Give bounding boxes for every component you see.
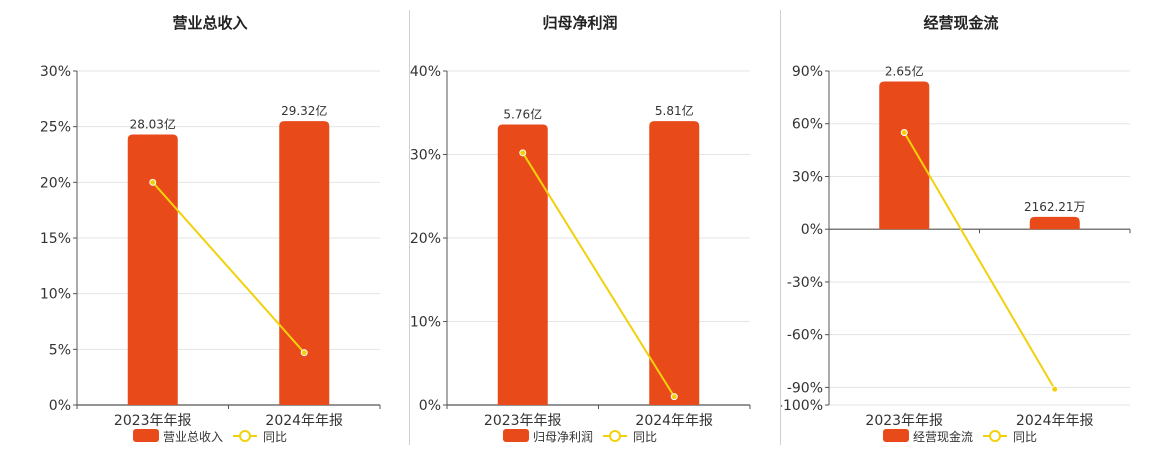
bar [649,121,700,405]
legend-line-marker [989,430,1001,442]
x-tick-label: 2024年年报 [265,413,343,429]
y-tick-label: -90% [787,380,823,396]
y-tick-label: 0% [801,222,823,238]
chart-net-profit: 归母净利润 0% 10% 20% 30% 40% 5.76亿 5.81亿 2023年年报 2024… [410,14,751,444]
panel-divider [780,10,781,445]
chart-title: 归母净利润 [542,14,617,32]
bar-value-label: 2162.21万 [1024,200,1086,214]
x-tick-label: 2024年年报 [1016,413,1094,429]
chart-title: 经营现金流 [923,14,998,32]
y-tick-label: 30% [410,148,441,164]
y-tick-label: -100% [781,398,823,414]
yoy-line [152,181,305,354]
y-tick-label: 30% [40,64,71,80]
x-tick-label: 2023年年报 [865,413,943,429]
yoy-line [903,132,1056,390]
y-tick-label: 20% [410,231,441,247]
yoy-line [521,152,676,398]
legend-bar-swatch [503,429,529,442]
y-tick-label: 10% [410,315,441,331]
bar [279,121,330,405]
chart-revenue: 营业总收入 0% 5% 10% 15% 20% 25% 30% 28.03亿 29.32亿 2023… [40,14,381,444]
legend-bar-swatch [133,429,159,442]
y-tick-label: -60% [787,328,823,344]
x-tick-label: 2023年年报 [114,413,192,429]
yoy-point [149,178,157,186]
legend-line-marker [239,430,251,442]
y-tick-label: 5% [49,342,71,358]
y-tick-label: 15% [40,231,71,247]
legend-bar-swatch [883,429,909,442]
y-tick-label: 20% [40,175,71,191]
y-tick-label: 0% [49,398,71,414]
bar-value-label: 5.76亿 [503,106,542,121]
chart-operating-cashflow: 经营现金流 -100% -90% -60% -30% 0% 30% 60% 90% 2.65亿 21… [781,14,1131,444]
legend-bar-label: 归母净利润 [533,430,593,444]
bar [497,124,548,405]
yoy-point [300,349,308,357]
bar [1029,216,1080,230]
legend-line-label: 同比 [263,430,287,444]
bar-value-label: 2.65亿 [885,64,924,79]
legend-bar-label: 经营现金流 [913,429,973,444]
bar [127,134,178,405]
legend-line-label: 同比 [633,430,657,444]
y-tick-label: 60% [792,117,823,133]
bar-value-label: 28.03亿 [130,116,176,131]
bar-value-label: 29.32亿 [281,103,327,118]
bar [879,81,930,230]
yoy-point [519,149,527,157]
legend-line-marker [609,430,621,442]
bar-value-label: 5.81亿 [655,103,694,118]
x-tick-label: 2023年年报 [484,413,562,429]
legend-line-label: 同比 [1013,430,1037,444]
y-tick-label: 40% [410,64,441,80]
yoy-point [670,393,678,401]
yoy-point [900,129,908,137]
y-tick-label: 0% [419,398,441,414]
y-tick-label: 90% [792,64,823,80]
y-tick-label: 10% [40,287,71,303]
panel-divider [409,10,410,445]
yoy-point [1051,385,1059,393]
chart-title: 营业总收入 [172,14,247,32]
x-tick-label: 2024年年报 [635,413,713,429]
legend-bar-label: 营业总收入 [163,430,223,444]
y-tick-label: 30% [792,169,823,185]
y-tick-label: 25% [40,120,71,136]
y-tick-label: -30% [787,275,823,291]
